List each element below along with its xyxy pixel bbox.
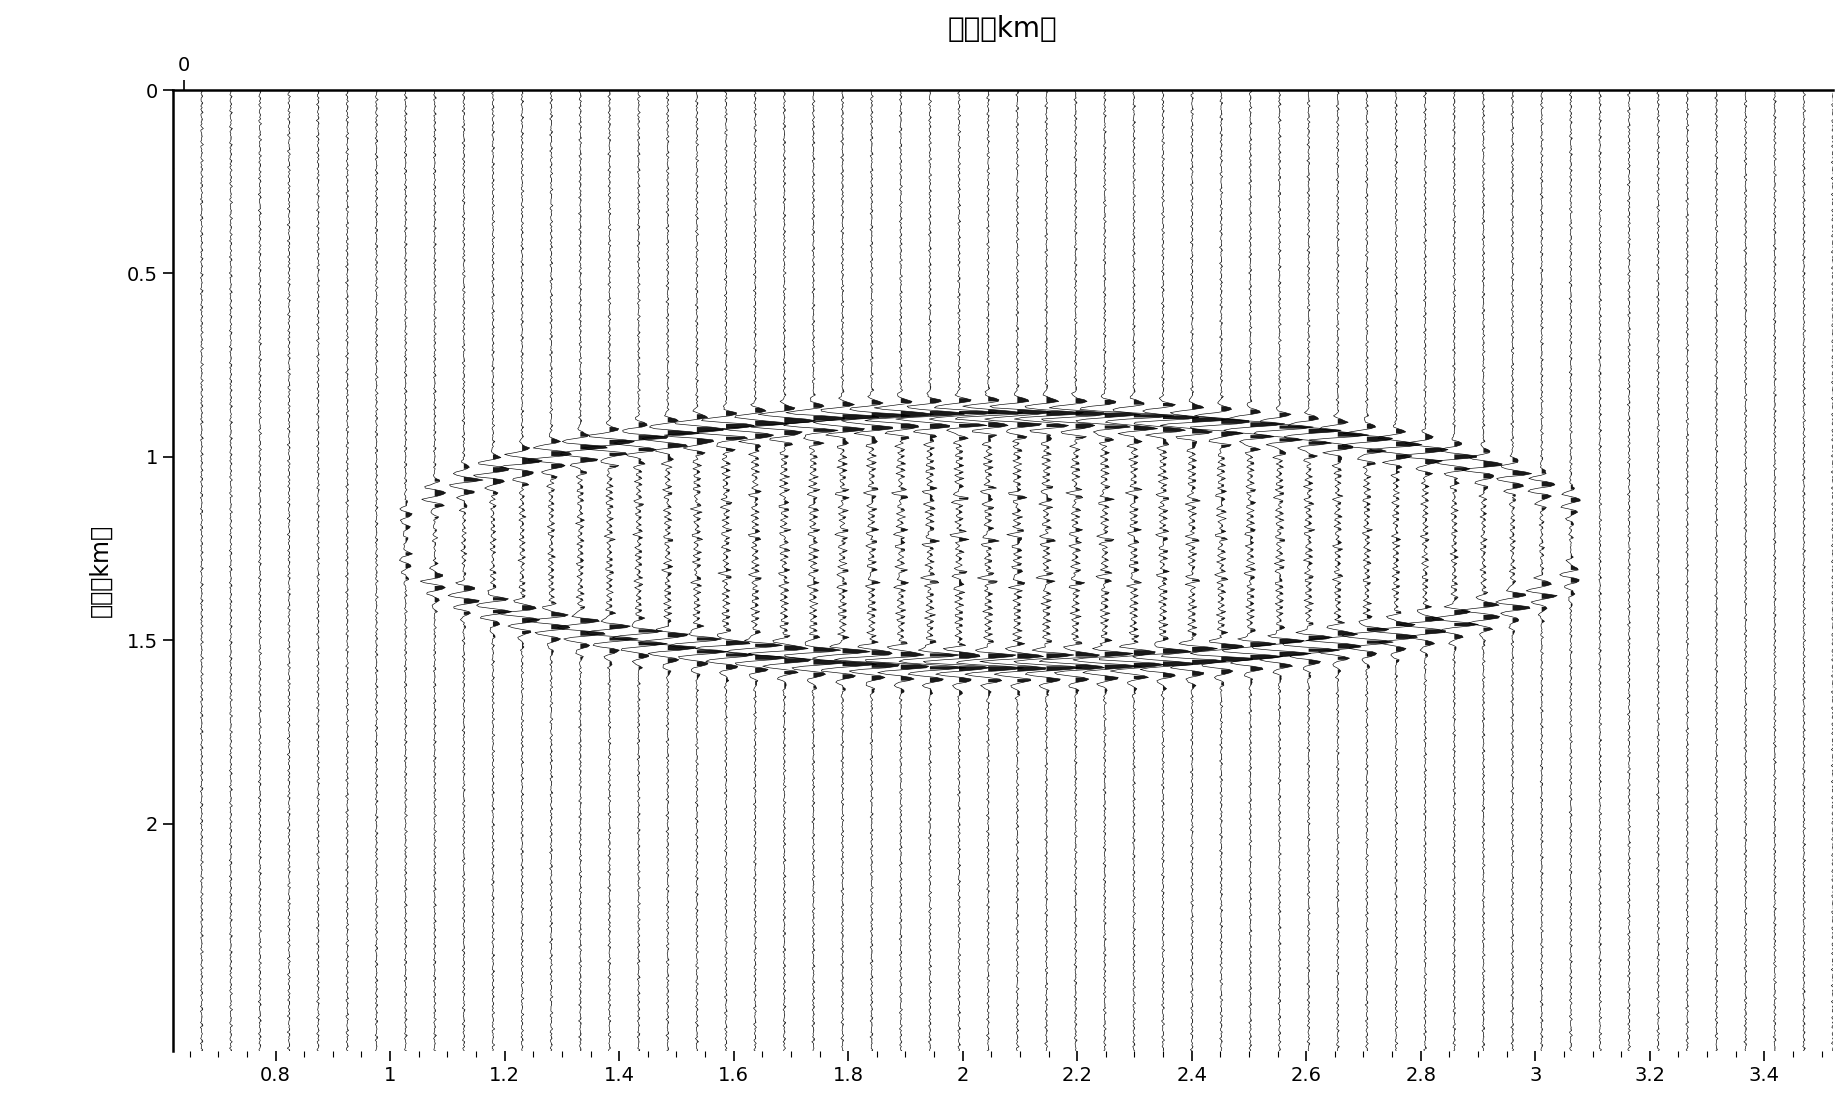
Y-axis label: 深度（km）: 深度（km） — [89, 525, 113, 617]
Title: 距离（km）: 距离（km） — [948, 15, 1057, 43]
